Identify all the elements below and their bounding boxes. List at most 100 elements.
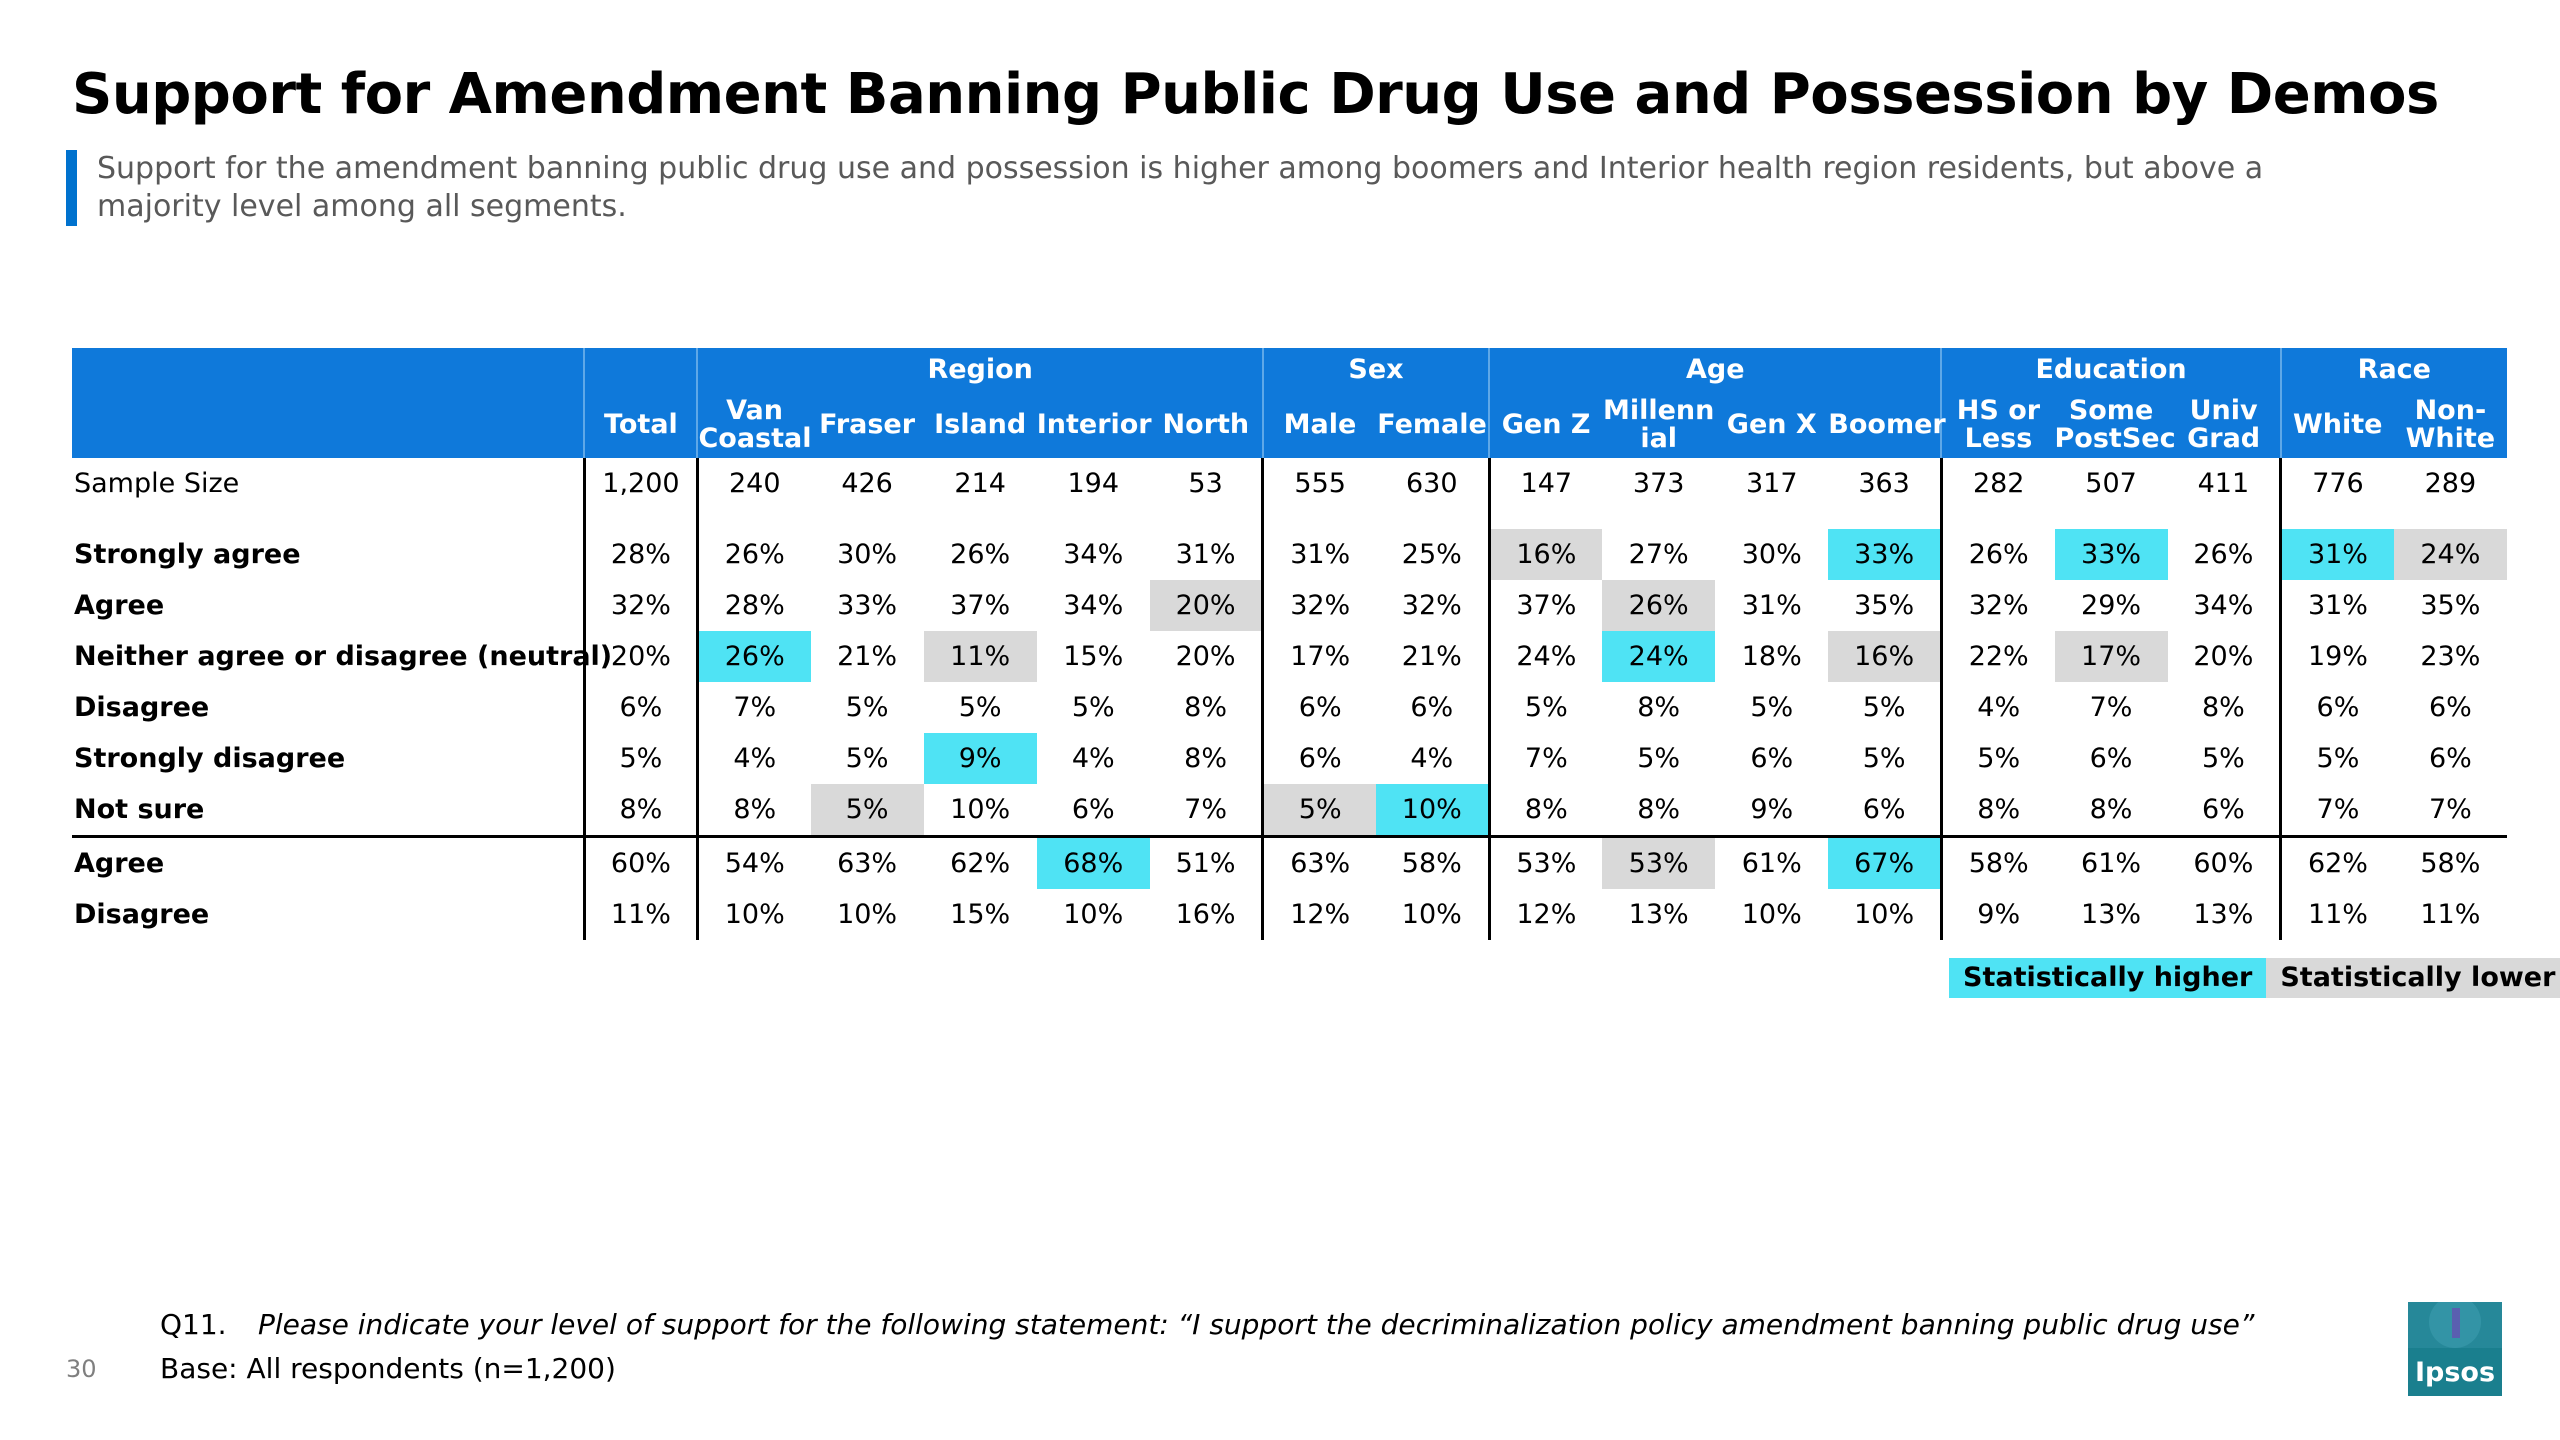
summary-row-agree: Agree 60% 54% 63% 62% 68% 51% 63% 58% 53% 53% 61% 67… — [72, 835, 2507, 889]
cell-hs-or-less: 22% — [1939, 631, 2055, 682]
cell-millenn-ial: 13% — [1628, 899, 1689, 930]
spacer-cell — [695, 509, 811, 529]
cell-male: 63% — [1261, 835, 1376, 889]
cell-north: 20% — [1175, 641, 1236, 672]
cell-some-postsec: 33% — [2054, 529, 2168, 580]
cell-gen-z: 7% — [1487, 733, 1603, 784]
cell-north: 16% — [1175, 899, 1236, 930]
cell-interior: 34% — [1063, 590, 1124, 621]
column-header-island: Island — [923, 392, 1037, 458]
cell-boomer: 363 — [1858, 468, 1910, 499]
data-row-strongly-agree: Strongly agree 28% 26% 30% 26% 34% 31% 31% 25% 16… — [72, 529, 2507, 580]
cell-millenn-ial: 8% — [1637, 794, 1681, 825]
cell-millenn-ial: 24% — [1602, 631, 1716, 682]
cell-male: 31% — [1261, 529, 1376, 580]
cell-boomer: 6% — [1862, 794, 1906, 825]
cell-non-white: 11% — [2420, 899, 2481, 930]
cell-white: 31% — [2279, 529, 2394, 580]
column-header-fraser: Fraser — [810, 392, 924, 458]
cell-white: 31% — [2279, 580, 2394, 631]
row-label: Strongly disagree — [74, 743, 346, 774]
cell-total: 28% — [582, 529, 698, 580]
cell-boomer: 10% — [1854, 899, 1915, 930]
cell-female: 58% — [1375, 835, 1490, 889]
spacer-cell — [2279, 509, 2394, 529]
cell-female: 10% — [1375, 784, 1490, 837]
column-header-some-postsec: Some PostSec — [2054, 392, 2176, 458]
cell-female: 10% — [1401, 899, 1462, 930]
demographics-table: Region Sex Age Education Race Total Van Coasta… — [72, 348, 2507, 940]
subtitle-block: Support for the amendment banning public… — [66, 150, 2377, 226]
cell-white: 19% — [2279, 631, 2394, 682]
cell-island: 9% — [923, 733, 1037, 784]
cell-non-white: 23% — [2420, 641, 2481, 672]
cell-univ-grad: 8% — [2201, 692, 2245, 723]
group-header-region: Region — [696, 348, 1263, 392]
spacer-cell — [1376, 509, 1489, 529]
cell-fraser: 33% — [837, 590, 898, 621]
cell-some-postsec: 8% — [2089, 794, 2133, 825]
cell-boomer: 35% — [1854, 590, 1915, 621]
cell-white: 776 — [2279, 458, 2394, 509]
cell-total: 20% — [582, 631, 698, 682]
cell-univ-grad: 20% — [2193, 641, 2254, 672]
page-number: 30 — [66, 1355, 97, 1383]
legend: Statistically higher Statistically lower — [1949, 958, 2560, 998]
spacer-row — [72, 509, 2507, 529]
cell-fraser: 5% — [845, 743, 889, 774]
cell-univ-grad: 60% — [2167, 835, 2281, 889]
cell-hs-or-less: 9% — [1939, 889, 2055, 940]
cell-gen-z: 5% — [1487, 682, 1603, 733]
data-row-disagree: Disagree 6% 7% 5% 5% 5% 8% 6% 6% 5% 8% 5% 5% 4% 7% 8% 6%… — [72, 682, 2507, 733]
cell-island: 26% — [950, 539, 1011, 570]
cell-van-coastal: 7% — [695, 682, 811, 733]
legend-statistically-lower: Statistically lower — [2266, 958, 2560, 998]
cell-univ-grad: 6% — [2201, 794, 2245, 825]
base-note: Base: All respondents (n=1,200) — [160, 1352, 616, 1385]
spacer-cell — [1261, 509, 1376, 529]
page-title: Support for Amendment Banning Public Dru… — [72, 62, 2439, 127]
cell-fraser: 21% — [837, 641, 898, 672]
cell-gen-x: 10% — [1741, 899, 1802, 930]
cell-female: 4% — [1410, 743, 1454, 774]
cell-non-white: 6% — [2428, 692, 2472, 723]
cell-hs-or-less: 26% — [1939, 529, 2055, 580]
cell-interior: 6% — [1071, 794, 1115, 825]
group-header-blank — [583, 348, 698, 392]
cell-gen-z: 147 — [1487, 458, 1603, 509]
group-header-row: Region Sex Age Education Race — [72, 348, 2507, 392]
cell-gen-x: 31% — [1741, 590, 1802, 621]
cell-fraser: 10% — [837, 899, 898, 930]
cell-north: 8% — [1184, 743, 1228, 774]
data-row-agree: Agree 32% 28% 33% 37% 34% 20% 32% 32% 37% 26% 31% 35… — [72, 580, 2507, 631]
cell-gen-x: 6% — [1750, 743, 1794, 774]
spacer-cell — [2168, 509, 2281, 529]
cell-total: 6% — [582, 682, 698, 733]
row-label: Not sure — [74, 794, 205, 825]
cell-boomer: 67% — [1828, 835, 1942, 889]
cell-gen-z: 37% — [1487, 580, 1603, 631]
spacer-cell — [924, 509, 1037, 529]
cell-north: 7% — [1184, 794, 1228, 825]
cell-white: 6% — [2279, 682, 2394, 733]
cell-male: 555 — [1261, 458, 1376, 509]
cell-island: 214 — [954, 468, 1006, 499]
cell-island: 62% — [923, 835, 1037, 889]
cell-fraser: 63% — [810, 835, 924, 889]
cell-gen-x: 9% — [1750, 794, 1794, 825]
cell-female: 21% — [1401, 641, 1462, 672]
cell-boomer: 5% — [1862, 692, 1906, 723]
cell-some-postsec: 61% — [2054, 835, 2168, 889]
spacer-cell — [2055, 509, 2168, 529]
cell-non-white: 289 — [2424, 468, 2477, 499]
cell-some-postsec: 29% — [2081, 590, 2142, 621]
cell-gen-z: 53% — [1487, 835, 1603, 889]
cell-van-coastal: 10% — [695, 889, 811, 940]
spacer-cell — [1037, 509, 1150, 529]
cell-hs-or-less: 5% — [1939, 733, 2055, 784]
spacer-cell — [2394, 509, 2507, 529]
cell-male: 17% — [1261, 631, 1376, 682]
cell-interior: 194 — [1067, 468, 1120, 499]
column-header-male: Male — [1261, 392, 1376, 458]
spacer-cell — [582, 509, 698, 529]
